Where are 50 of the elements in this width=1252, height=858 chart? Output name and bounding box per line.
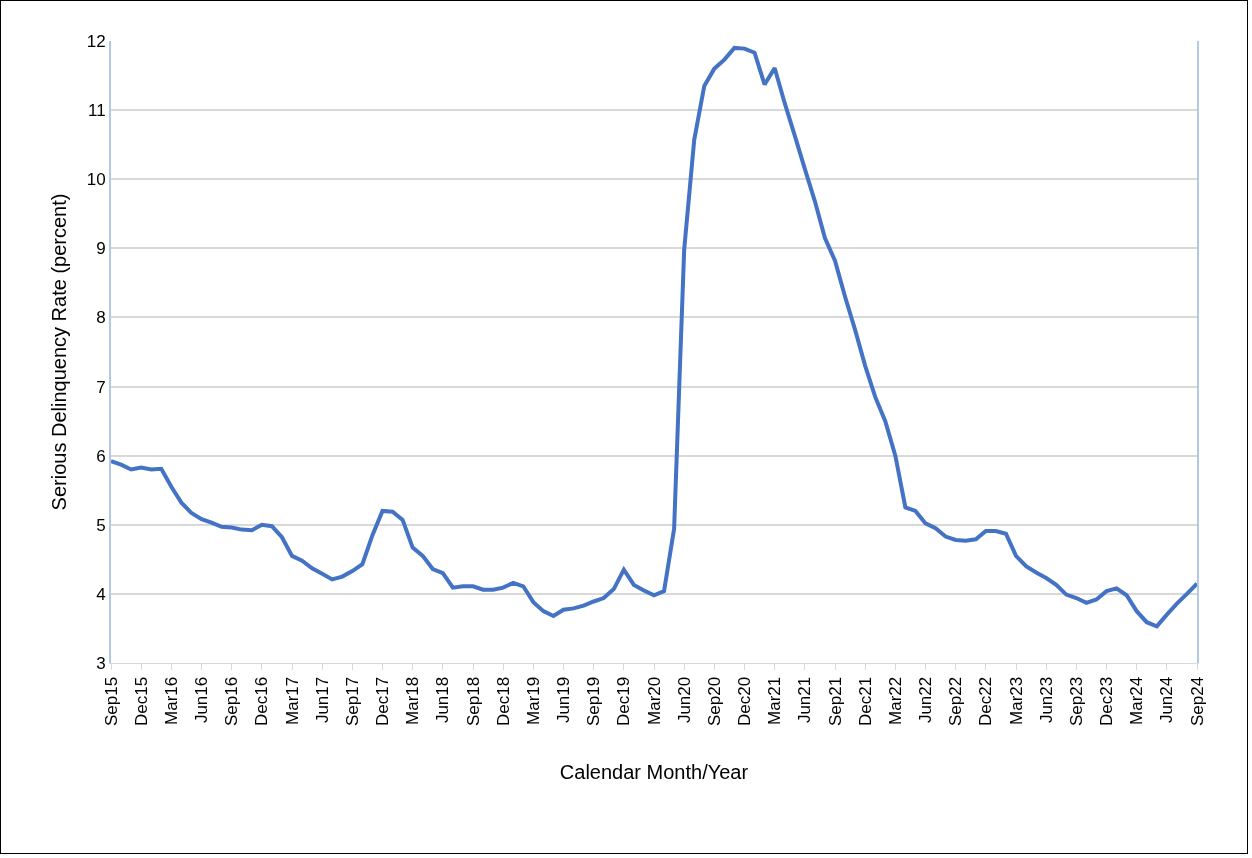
x-tick-label: Jun19 <box>554 676 574 724</box>
x-tick-label: Jun23 <box>1036 676 1056 724</box>
x-tick-label: Sep19 <box>584 676 604 726</box>
x-tick-label: Sep24 <box>1187 676 1207 726</box>
x-tick-label: Dec23 <box>1097 676 1117 726</box>
x-tick-label: Dec20 <box>735 676 755 726</box>
x-tick-label: Mar16 <box>161 676 181 725</box>
x-tick-label: Dec17 <box>373 676 393 726</box>
x-tick-label: Sep17 <box>342 676 362 726</box>
y-tick-label: 11 <box>87 101 106 121</box>
x-tick-label: Jun18 <box>433 676 453 724</box>
x-tick-label: Dec16 <box>252 676 272 726</box>
x-tick-label: Dec18 <box>493 676 513 726</box>
y-tick-label: 9 <box>96 239 106 259</box>
x-tick-label: Dec19 <box>614 676 634 726</box>
line-series <box>111 45 1197 629</box>
y-axis-title: Serious Delinquency Rate (percent) <box>47 193 70 511</box>
x-tick-label: Jun21 <box>795 676 815 724</box>
y-tick-label: 7 <box>96 377 106 397</box>
x-tick-label: Jun22 <box>916 676 936 724</box>
x-tick-label: Dec22 <box>976 676 996 726</box>
x-tick-label: Sep21 <box>825 676 845 726</box>
x-tick-label: Sep22 <box>946 676 966 726</box>
y-tick-label: 3 <box>96 653 106 673</box>
x-tick-label: Jun16 <box>192 676 212 724</box>
y-tick-label: 8 <box>96 308 106 328</box>
x-tick-label: Jun24 <box>1157 676 1177 724</box>
x-tick-label: Dec15 <box>131 676 151 726</box>
y-tick-label: 4 <box>96 584 106 604</box>
x-axis-title: Calendar Month/Year <box>559 761 749 784</box>
x-tick-label: Mar23 <box>1006 676 1026 725</box>
y-tick-label: 10 <box>86 170 106 190</box>
y-tick-label: 5 <box>96 515 106 535</box>
x-tick-label: Sep20 <box>704 676 724 726</box>
x-tick-label: Mar17 <box>282 676 302 725</box>
x-tick-label: Sep15 <box>101 676 121 726</box>
y-tick-label: 12 <box>86 31 106 51</box>
x-tick-label: Sep23 <box>1066 676 1086 726</box>
x-tick-label: Mar24 <box>1127 676 1147 725</box>
x-tick-label: Mar20 <box>644 676 664 725</box>
x-tick-label: Jun20 <box>674 676 694 724</box>
x-tick-label: Sep16 <box>222 676 242 726</box>
x-tick-label: Jun17 <box>312 676 332 724</box>
y-tick-label: 6 <box>96 446 106 466</box>
x-tick-label: Mar21 <box>765 676 785 725</box>
x-tick-label: Mar22 <box>885 676 905 725</box>
x-tick-label: Dec21 <box>855 676 875 726</box>
x-tick-label: Mar18 <box>403 676 423 725</box>
x-tick-label: Sep18 <box>463 676 483 726</box>
x-tick-label: Mar19 <box>523 676 543 725</box>
